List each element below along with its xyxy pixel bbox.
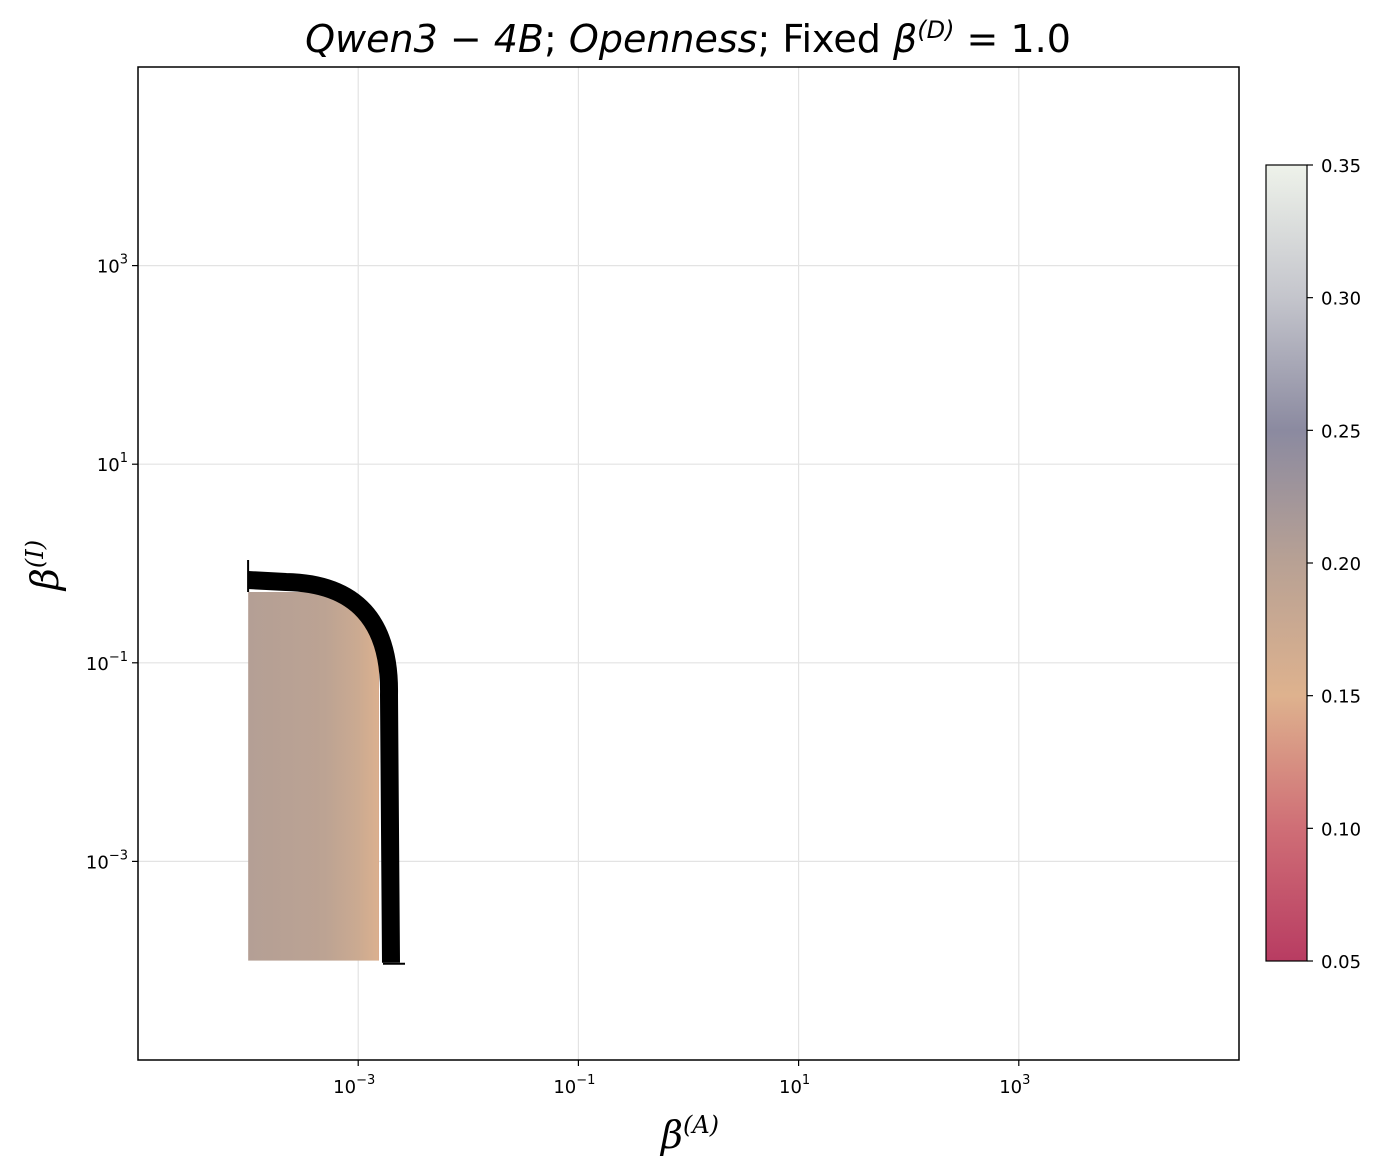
x-axis-ticks: 10−3 10−1 101 103 <box>333 1060 1030 1098</box>
colorbar-tick-label: 0.35 <box>1321 156 1361 177</box>
colorbar: 0.05 0.10 0.15 0.20 0.25 0.30 0.35 <box>1265 156 1361 973</box>
colorbar-tick-label: 0.25 <box>1321 421 1361 442</box>
boundary-contour <box>247 571 400 963</box>
colorbar-tick-label: 0.05 <box>1321 952 1361 973</box>
y-tick-label: 10−3 <box>86 848 128 873</box>
colorbar-tick-label: 0.20 <box>1321 554 1361 575</box>
chart-title: Qwen3 − 4B; Openness; Fixed β(D) = 1.0 <box>305 16 1071 61</box>
boundary-edge-ticks <box>247 560 405 965</box>
y-axis-label: β(I) <box>21 540 67 592</box>
x-tick-label: 10−3 <box>333 1073 375 1098</box>
colorbar-ticks: 0.05 0.10 0.15 0.20 0.25 0.30 0.35 <box>1307 156 1361 973</box>
x-tick-label: 103 <box>999 1073 1030 1098</box>
colorbar-tick-label: 0.30 <box>1321 289 1361 310</box>
y-axis-ticks: 10−3 10−1 101 103 <box>86 253 138 873</box>
heatmap-region <box>247 560 405 965</box>
colorbar-tick-label: 0.10 <box>1321 819 1361 840</box>
heatmap-fill <box>248 592 379 961</box>
y-tick-label: 103 <box>97 253 128 278</box>
colorbar-tick-label: 0.15 <box>1321 687 1361 708</box>
x-tick-label: 10−1 <box>553 1073 595 1098</box>
y-tick-label: 10−1 <box>86 650 128 675</box>
x-axis-label: β(A) <box>659 1111 719 1157</box>
colorbar-bar <box>1265 164 1308 962</box>
grid-lines <box>138 67 1239 1060</box>
x-tick-label: 101 <box>779 1073 810 1098</box>
plot-frame <box>137 66 1240 1061</box>
y-tick-label: 101 <box>97 451 128 476</box>
